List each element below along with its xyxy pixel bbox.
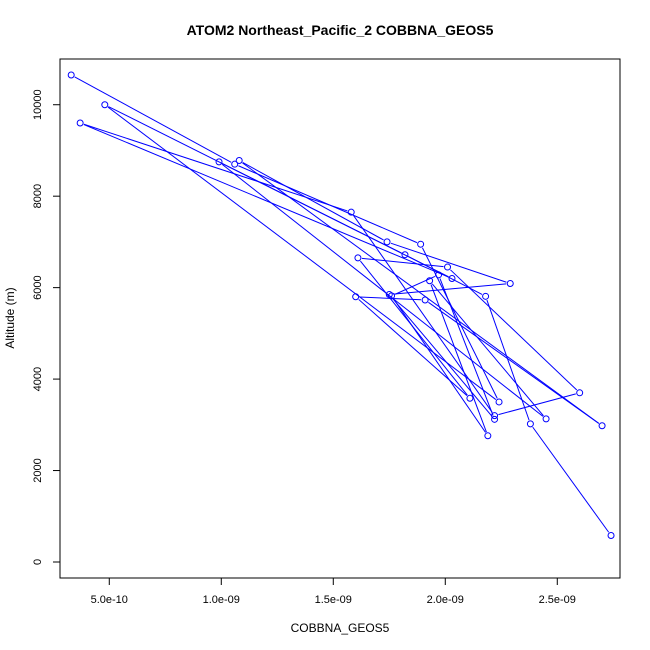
x-tick-label: 5.0e-10 <box>91 594 128 606</box>
data-point <box>491 415 499 423</box>
plot-frame <box>59 58 621 579</box>
data-point <box>352 293 360 301</box>
data-point <box>235 157 243 165</box>
data-point <box>421 296 429 304</box>
series-line-segment <box>421 247 498 399</box>
data-point <box>484 432 492 440</box>
series-line-segment <box>390 242 507 283</box>
y-tick-label: 0 <box>32 559 44 565</box>
data-point <box>215 158 223 166</box>
x-tick-label: 1.0e-09 <box>203 594 240 606</box>
series-lines <box>74 76 610 533</box>
series-line-segment <box>74 76 232 163</box>
data-point <box>542 415 550 423</box>
series-line-segment <box>83 124 449 278</box>
data-point <box>444 263 452 271</box>
y-tick-label: 6000 <box>32 275 44 299</box>
series-line-segment <box>532 426 610 533</box>
data-point <box>482 292 490 300</box>
data-point <box>495 398 503 406</box>
y-axis-label: Altitude (m) <box>3 287 17 348</box>
series-line-segment <box>242 162 384 241</box>
series-line-segment <box>222 163 402 254</box>
data-point <box>231 160 239 168</box>
data-point <box>598 422 606 430</box>
data-point <box>491 412 499 420</box>
x-tick-label: 2.5e-09 <box>539 594 576 606</box>
y-tick-label: 2000 <box>32 458 44 482</box>
series-line-segment <box>430 284 487 433</box>
y-axis: 0 2000 4000 6000 8000 10000 <box>32 89 60 565</box>
data-point <box>426 277 434 285</box>
chart-title: ATOM2 Northeast_Pacific_2 COBBNA_GEOS5 <box>187 22 494 38</box>
x-axis-label: COBBNA_GEOS5 <box>291 621 390 635</box>
data-point <box>466 394 474 402</box>
data-point <box>506 280 514 288</box>
series-line-segment <box>107 106 497 400</box>
series-line-segment <box>83 123 348 212</box>
data-point <box>76 119 84 127</box>
data-point <box>417 240 425 248</box>
data-point <box>401 251 409 259</box>
series-line-segment <box>391 297 493 417</box>
data-point <box>607 531 615 539</box>
y-tick-label: 4000 <box>32 367 44 391</box>
series-line-segment <box>486 299 530 421</box>
series-line-segment <box>394 276 436 295</box>
data-point <box>448 274 456 282</box>
x-axis: 5.0e-10 1.0e-09 1.5e-09 2.0e-09 2.5e-09 <box>91 578 576 606</box>
y-tick-label: 8000 <box>32 184 44 208</box>
data-point <box>388 292 396 300</box>
series-line-segment <box>439 278 494 416</box>
series-line-segment <box>408 256 483 295</box>
x-tick-label: 2.0e-09 <box>427 594 464 606</box>
x-tick-label: 1.5e-09 <box>315 594 352 606</box>
series-line-segment <box>353 215 493 413</box>
series-line-segment <box>221 163 544 417</box>
data-point <box>354 254 362 262</box>
data-point <box>67 71 75 79</box>
series-line-segment <box>393 283 507 295</box>
data-point <box>526 420 534 428</box>
series-line-segment <box>242 162 600 424</box>
data-point <box>347 208 355 216</box>
series-line-segment <box>450 269 578 391</box>
series-points <box>67 71 615 539</box>
data-point <box>101 101 109 109</box>
data-point <box>435 271 443 279</box>
data-point <box>383 238 391 246</box>
y-tick-label: 10000 <box>32 89 44 120</box>
series-line-segment <box>393 298 486 433</box>
series-line-segment <box>431 283 544 417</box>
data-point <box>576 389 584 397</box>
